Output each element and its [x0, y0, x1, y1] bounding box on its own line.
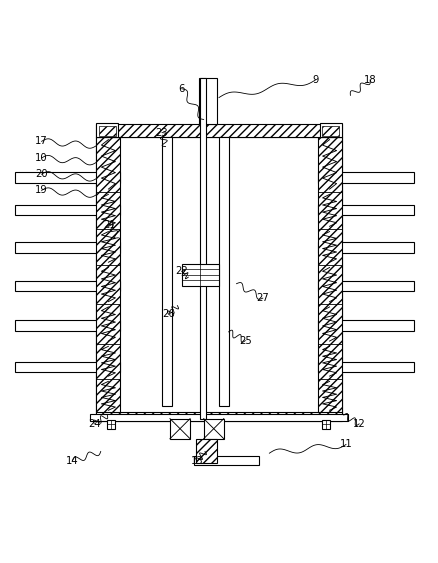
Text: 21: 21	[103, 220, 116, 230]
Bar	[318, 172, 414, 182]
Bar	[318, 205, 414, 216]
Text: 10: 10	[35, 153, 48, 163]
Bar	[320, 123, 342, 137]
Bar	[107, 420, 115, 428]
Text: 24: 24	[88, 419, 100, 429]
Bar	[200, 78, 206, 419]
Bar	[99, 126, 116, 136]
Text: 11: 11	[339, 440, 353, 449]
Bar	[96, 412, 342, 421]
Bar	[15, 242, 120, 253]
Bar	[162, 137, 172, 406]
Bar	[196, 439, 217, 463]
Bar	[199, 78, 217, 124]
Text: 14: 14	[66, 456, 78, 466]
Text: 25: 25	[239, 336, 252, 346]
Text: 20: 20	[35, 169, 48, 179]
Text: 6: 6	[179, 84, 185, 94]
Bar	[322, 420, 330, 428]
Text: 27: 27	[256, 293, 269, 303]
Bar	[96, 123, 118, 137]
Bar	[96, 137, 342, 413]
Bar	[170, 419, 190, 439]
Text: 22: 22	[175, 266, 188, 276]
Bar	[90, 414, 348, 421]
Bar	[194, 456, 259, 466]
Text: 9: 9	[312, 75, 318, 85]
Text: 19: 19	[35, 185, 48, 195]
Text: 17: 17	[35, 136, 48, 146]
Bar	[204, 419, 224, 439]
Text: 23: 23	[156, 128, 168, 137]
Text: 18: 18	[364, 75, 376, 85]
Bar	[318, 242, 414, 253]
Text: 13: 13	[191, 456, 203, 466]
Bar	[318, 361, 414, 372]
Bar	[15, 172, 120, 182]
Bar	[15, 205, 120, 216]
Bar	[318, 280, 414, 291]
Bar	[318, 137, 342, 413]
Text: 12: 12	[353, 419, 366, 429]
Bar	[96, 124, 342, 137]
Text: 26: 26	[162, 309, 175, 319]
Bar	[15, 361, 120, 372]
Bar	[15, 280, 120, 291]
Bar	[96, 137, 120, 413]
Bar	[182, 264, 219, 286]
Bar	[318, 320, 414, 330]
Bar	[322, 126, 339, 136]
Bar	[219, 137, 229, 406]
Bar	[15, 320, 120, 330]
